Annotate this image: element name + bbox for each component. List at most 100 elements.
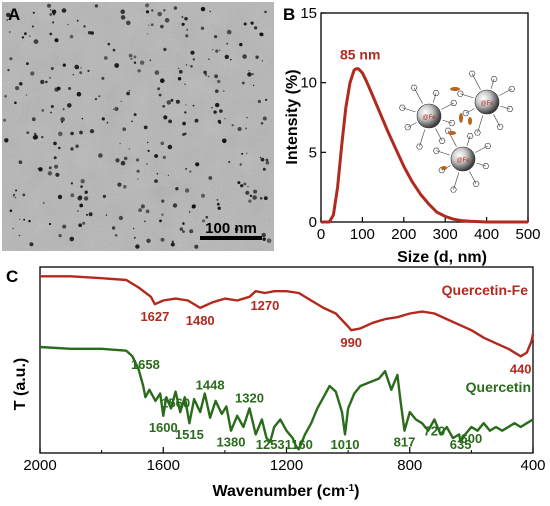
nanoparticle-dot xyxy=(133,55,137,59)
nanoparticle-dot xyxy=(79,71,83,75)
nanoparticle-dot xyxy=(208,176,213,180)
nanoparticle-dot xyxy=(228,161,231,163)
nanoparticle-dot xyxy=(161,213,164,216)
nanoparticle-dot xyxy=(98,153,103,158)
nanoparticle-dot xyxy=(70,182,73,185)
nanoparticle-dot xyxy=(261,232,266,238)
nanoparticle-dot xyxy=(41,135,44,139)
nanoparticle-dot xyxy=(50,111,52,114)
nanoparticle-dot xyxy=(185,104,187,106)
nanoparticle-dot xyxy=(50,67,54,70)
nanoparticle-dot xyxy=(265,98,268,101)
nanoparticle-dot xyxy=(72,73,75,76)
dls-x-tick-label: 300 xyxy=(433,226,458,243)
nanoparticle-dot xyxy=(215,89,219,93)
nanoparticle-dot xyxy=(162,155,166,159)
nanoparticle-dot xyxy=(171,240,174,243)
nanoparticle-dot xyxy=(203,70,207,75)
nanoparticle-dot xyxy=(254,26,258,30)
nanoparticle-dot xyxy=(82,221,86,225)
nanoparticle-dot xyxy=(79,130,83,135)
nanoparticle-dot xyxy=(133,227,135,230)
nanoparticle-dot xyxy=(61,8,67,13)
nanoparticle-dot xyxy=(120,160,126,166)
nanoparticle-dot xyxy=(213,110,217,114)
nanoparticle-dot xyxy=(259,32,263,37)
nanoparticle-dot xyxy=(219,49,221,51)
nanoparticle-dot xyxy=(170,242,175,247)
nanoparticle-dot xyxy=(94,97,98,101)
nanoparticle-dot xyxy=(224,54,229,60)
nanoparticle-dot xyxy=(28,219,31,223)
quercetin-fe-peak-label: 1627 xyxy=(140,309,169,324)
nanoparticle-dot xyxy=(184,111,187,114)
nanoparticle-dot xyxy=(123,156,128,161)
nanoparticle-dot xyxy=(160,78,165,83)
nanoparticle-dot xyxy=(80,179,85,184)
nanoparticle-dot xyxy=(146,33,148,35)
nanoparticle-dot xyxy=(18,234,21,237)
nanoparticle-dot xyxy=(53,156,57,160)
nanoparticle-dot xyxy=(79,203,84,208)
nanoparticle-dot xyxy=(12,194,15,197)
quercetin-series-line xyxy=(39,345,534,451)
nanoparticle-dot xyxy=(54,38,59,43)
nanoparticle-dot xyxy=(237,181,241,185)
nanoparticle-dot xyxy=(194,244,199,249)
nanoparticle-dot xyxy=(89,129,95,134)
nanoparticle-dot xyxy=(130,57,133,60)
nanoparticle-dot xyxy=(23,218,26,221)
quercetin-fe-peak-label: 990 xyxy=(340,335,362,350)
nanoparticle-dot xyxy=(266,238,272,243)
quercetin-peak-labels: 1658 1600 1560 1515 1448 1380 1320 1253 1160 1010… xyxy=(131,357,482,452)
nanoparticle-dot xyxy=(49,9,52,11)
nanoparticle-dot xyxy=(68,87,72,90)
nanoparticle-dot xyxy=(87,69,90,72)
nanoparticle-dot xyxy=(4,95,7,98)
nanoparticle-dot xyxy=(133,236,136,239)
nanoparticle-dot xyxy=(128,53,133,58)
nanoparticle-dot xyxy=(147,149,150,152)
nanoparticle-dot xyxy=(47,3,51,8)
nanoparticle-dot xyxy=(185,64,188,66)
nanoparticle-dot xyxy=(41,109,45,112)
nanoparticle-dot xyxy=(22,193,26,197)
panel-letter-b: B xyxy=(283,5,295,24)
nanoparticle-dot xyxy=(87,31,92,35)
dls-series-line xyxy=(321,67,528,224)
nanoparticle-dot xyxy=(43,202,45,204)
nanoparticle-dot xyxy=(54,164,59,169)
quercetin-peak-label: 1515 xyxy=(175,427,204,442)
nanoparticle-dot xyxy=(148,24,150,26)
ftir-x-tick-label: 400 xyxy=(520,457,545,474)
quercetin-peak-label: 1380 xyxy=(217,435,246,450)
nanoparticle-dot xyxy=(12,227,14,230)
quercetin-peak-label: 1320 xyxy=(235,390,264,405)
nanoparticle-dot xyxy=(120,9,125,14)
nanoparticle-dot xyxy=(181,16,184,18)
nanoparticle-dot xyxy=(126,91,130,96)
ftir-axis-ticks: 2000 1600 1200 800 400 xyxy=(23,447,546,474)
nanoparticle-dot xyxy=(146,163,148,165)
nanoparticle-dot xyxy=(4,138,9,143)
nanoparticle-dot xyxy=(226,29,232,35)
nanoparticle-dot xyxy=(251,73,254,76)
nanoparticle-dot xyxy=(265,161,270,165)
nanoparticle-dots xyxy=(3,3,272,249)
quercetin-fe-series-line xyxy=(40,275,535,358)
nanoparticle-dot xyxy=(166,100,171,105)
nanoparticle-dot xyxy=(77,210,79,212)
nanoparticle-dot xyxy=(241,81,245,85)
nanoparticle-dot xyxy=(45,80,48,84)
nanoparticle-dot xyxy=(138,208,143,213)
nanoparticle-dot xyxy=(9,209,13,212)
nanoparticle-dot xyxy=(14,101,17,105)
nanoparticle-dot xyxy=(47,171,53,176)
nanoparticle-dot xyxy=(62,224,67,229)
nanoparticle-dot xyxy=(18,160,23,164)
ftir-y-axis-title: T (a.u.) xyxy=(12,358,29,410)
nanoparticle-dot xyxy=(214,74,219,79)
nanoparticle-dot xyxy=(204,73,208,77)
nanoparticle-dot xyxy=(55,172,60,177)
nanoparticle-dot xyxy=(151,9,154,12)
